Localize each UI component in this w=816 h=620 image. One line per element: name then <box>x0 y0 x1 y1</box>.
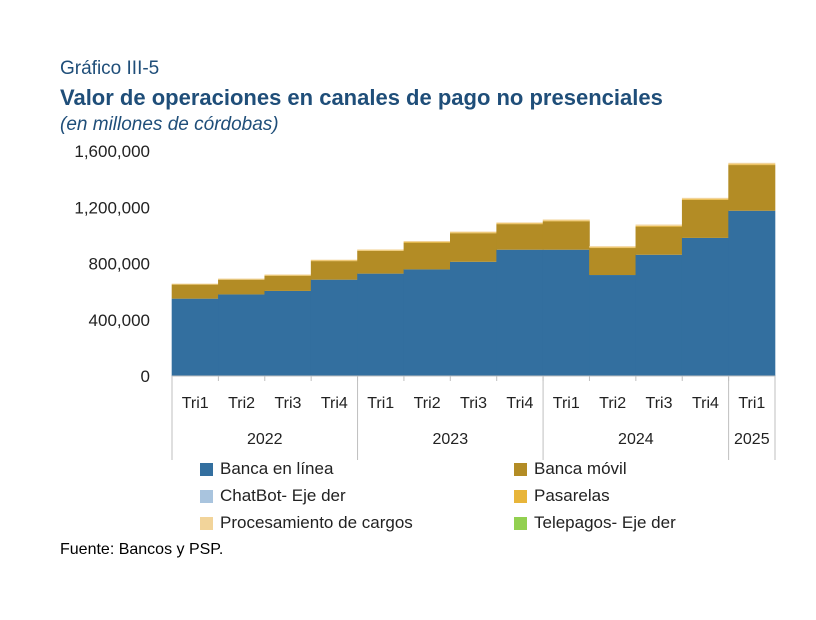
y-tick-label: 800,000 <box>89 255 150 274</box>
bar-segment <box>264 275 312 276</box>
y-tick-label: 1,600,000 <box>74 142 150 161</box>
bar-segment <box>171 283 219 285</box>
x-year-label: 2025 <box>734 431 770 448</box>
chart-legend: Banca en línea Banca móvil ChatBot- Eje de… <box>200 457 760 535</box>
bar-segment <box>542 221 590 250</box>
bar-segment <box>635 254 683 376</box>
bar-segment <box>728 162 776 165</box>
y-tick-label: 400,000 <box>89 311 150 330</box>
x-category-label: Tri4 <box>321 395 348 412</box>
x-category-label: Tri2 <box>599 395 626 412</box>
x-year-label: 2022 <box>247 431 283 448</box>
bar-segment <box>681 199 729 238</box>
bar-segment <box>589 247 637 249</box>
bar-segment <box>728 210 776 376</box>
legend-item: Telepagos- Eje der <box>514 511 760 535</box>
chart-subtitle: (en millones de córdobas) <box>60 114 279 135</box>
legend-label: Pasarelas <box>534 486 610 505</box>
bar-segment <box>496 224 544 250</box>
legend-swatch <box>200 516 213 530</box>
bar-segment <box>542 220 590 222</box>
x-year-label: 2024 <box>618 431 654 448</box>
bar-segment <box>310 259 358 261</box>
legend-swatch <box>514 516 527 530</box>
bar-segment <box>310 261 358 280</box>
bar-segment <box>450 233 497 262</box>
bar-segment <box>218 278 266 280</box>
bar-segment <box>403 269 451 376</box>
legend-label: Banca en línea <box>220 459 334 478</box>
x-category-label: Tri1 <box>553 395 580 412</box>
bar-segment <box>728 165 776 211</box>
bar-segment <box>496 223 544 225</box>
bar-segment <box>681 237 729 376</box>
bar-segment <box>218 294 266 376</box>
bar-segment <box>357 250 405 251</box>
x-category-label: Tri3 <box>274 395 301 412</box>
bar-segment <box>218 279 266 295</box>
bar-segment <box>264 275 312 291</box>
legend-swatch <box>514 489 527 503</box>
bar-segment <box>635 224 683 226</box>
bar-segment <box>728 164 776 166</box>
x-category-label: Tri3 <box>460 395 487 412</box>
x-category-label: Tri1 <box>367 395 394 412</box>
x-category-label: Tri4 <box>692 395 719 412</box>
x-category-label: Tri4 <box>506 395 533 412</box>
chart-kicker: Gráfico III-5 <box>60 58 160 79</box>
x-category-label: Tri2 <box>414 395 441 412</box>
bar-segment <box>357 249 405 251</box>
bar-segment <box>589 248 637 276</box>
legend-swatch <box>200 462 213 476</box>
x-category-label: Tri1 <box>738 395 765 412</box>
bar-segment <box>450 232 497 234</box>
legend-label: Banca móvil <box>534 459 627 478</box>
bar-segment <box>403 242 451 270</box>
x-category-label: Tri1 <box>182 395 209 412</box>
bar-segment <box>357 250 405 274</box>
legend-swatch <box>514 462 527 476</box>
bar-segment <box>264 274 312 276</box>
legend-item: Pasarelas <box>514 484 760 508</box>
bar-segment <box>681 199 729 200</box>
bar-segment <box>496 222 544 224</box>
x-category-label: Tri3 <box>646 395 673 412</box>
bar-segment <box>681 197 729 200</box>
bar-segment <box>403 241 451 242</box>
bar-segment <box>403 241 451 243</box>
legend-item: Banca en línea <box>200 457 514 481</box>
bar-segment <box>542 249 590 376</box>
legend-item: Banca móvil <box>514 457 760 481</box>
legend-label: ChatBot- Eje der <box>220 486 346 505</box>
bar-segment <box>264 290 312 376</box>
source-note: Fuente: Bancos y PSP. <box>60 541 224 558</box>
legend-label: Procesamiento de cargos <box>220 513 413 532</box>
bar-segment <box>450 261 497 376</box>
y-tick-label: 1,200,000 <box>74 198 150 217</box>
legend-swatch <box>200 489 213 503</box>
x-year-label: 2023 <box>433 431 469 448</box>
bar-segment <box>357 273 405 376</box>
bar-segment <box>310 279 358 376</box>
x-category-label: Tri2 <box>228 395 255 412</box>
bar-segment <box>635 226 683 255</box>
chart-title: Valor de operaciones en canales de pago … <box>60 85 663 110</box>
bar-segment <box>496 249 544 376</box>
bar-segment <box>589 275 637 376</box>
legend-item: ChatBot- Eje der <box>200 484 514 508</box>
bar-segment <box>542 219 590 221</box>
bar-segment <box>171 298 219 376</box>
bar-chart: 0 400,000 800,000 1,200,000 1,600,000 Tri1 Tri… <box>74 142 776 460</box>
legend-item: Procesamiento de cargos <box>200 511 514 535</box>
y-tick-label: 0 <box>141 367 150 386</box>
bar-segment <box>589 246 637 248</box>
bar-segment <box>310 260 358 262</box>
bar-segment <box>171 284 219 299</box>
bar-segment <box>635 225 683 227</box>
legend-label: Telepagos- Eje der <box>534 513 676 532</box>
bar-segment <box>450 231 497 233</box>
